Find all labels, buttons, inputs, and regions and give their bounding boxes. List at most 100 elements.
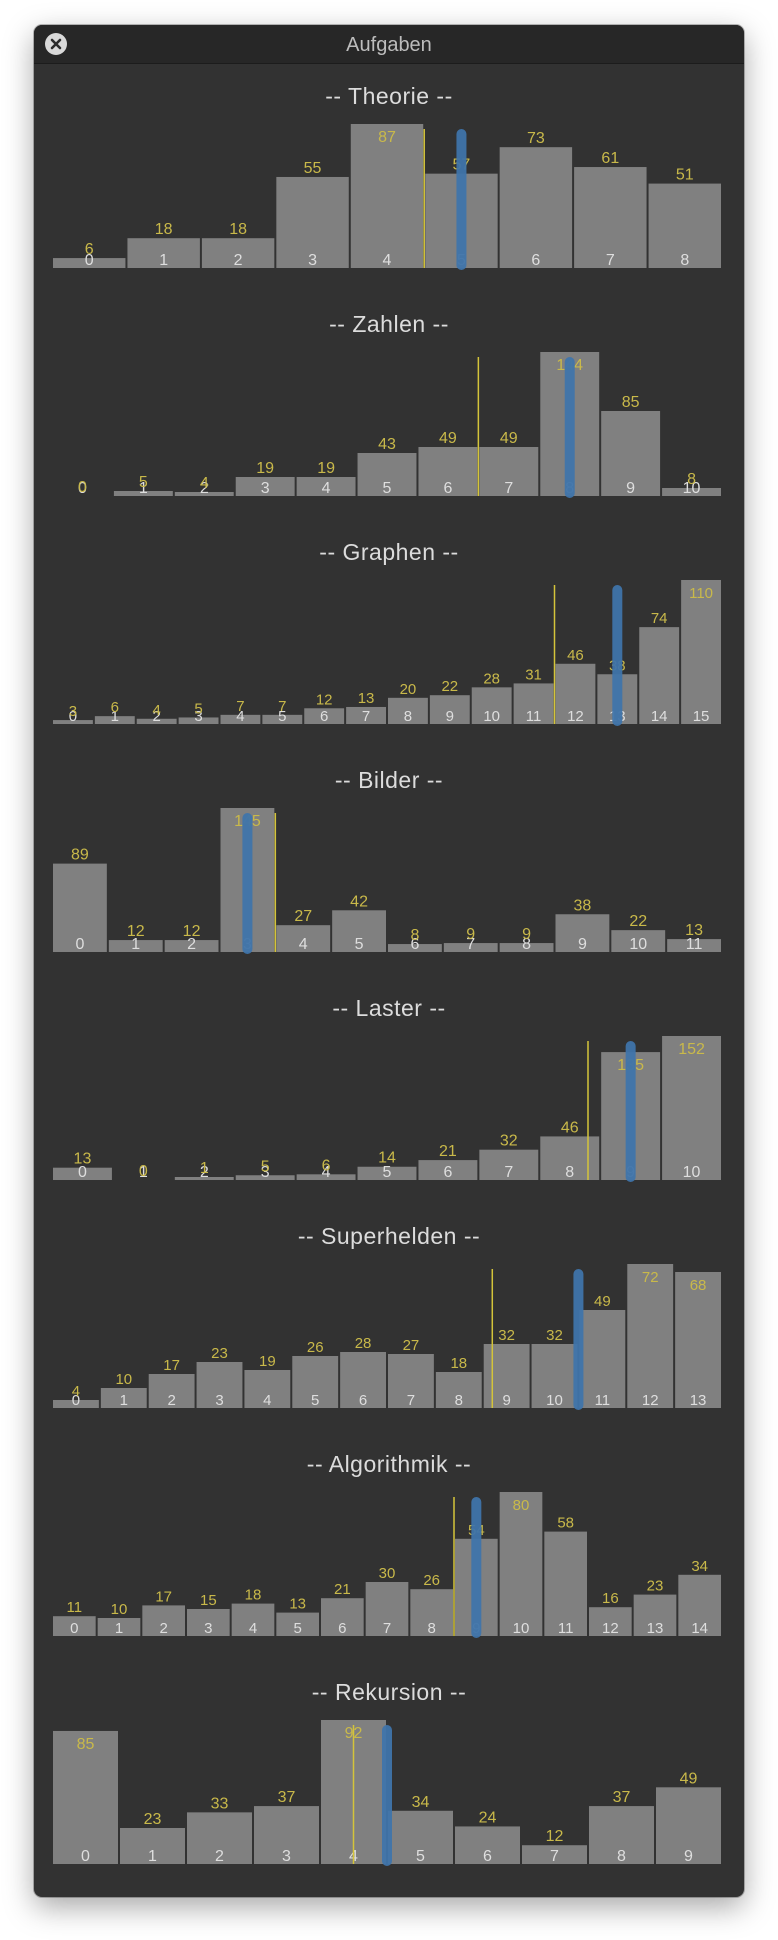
category-label: 1 bbox=[139, 1164, 148, 1181]
category-label: 0 bbox=[69, 708, 77, 725]
bar bbox=[136, 718, 177, 724]
close-icon[interactable] bbox=[45, 33, 67, 55]
category-label: 6 bbox=[483, 1848, 492, 1865]
value-label: 74 bbox=[651, 610, 668, 627]
category-label: 1 bbox=[148, 1848, 157, 1865]
category-label: 7 bbox=[362, 708, 370, 725]
value-label: 85 bbox=[622, 394, 640, 411]
bar bbox=[220, 714, 261, 724]
bar-chart-plot: 0316243547576127138209221028113112461338… bbox=[53, 580, 721, 726]
bar bbox=[435, 1372, 482, 1408]
category-label: 15 bbox=[693, 708, 710, 725]
category-label: 5 bbox=[311, 1392, 319, 1409]
bar bbox=[611, 930, 666, 952]
category-label: 14 bbox=[651, 708, 668, 725]
category-label: 10 bbox=[513, 1620, 530, 1637]
value-label: 24 bbox=[479, 1809, 497, 1826]
category-label: 6 bbox=[531, 252, 540, 269]
value-label: 34 bbox=[412, 1794, 430, 1811]
category-label: 10 bbox=[683, 1164, 701, 1181]
bar-chart-plot: 089112212314542754268798993810221113 bbox=[53, 808, 721, 954]
value-label: 18 bbox=[155, 221, 173, 238]
category-label: 9 bbox=[502, 1392, 510, 1409]
value-label: 32 bbox=[500, 1133, 518, 1150]
category-label: 4 bbox=[236, 708, 244, 725]
bar bbox=[388, 1354, 434, 1408]
category-label: 13 bbox=[690, 1392, 707, 1409]
value-label: 19 bbox=[259, 1353, 276, 1370]
bar bbox=[499, 1492, 543, 1636]
bar bbox=[244, 1370, 291, 1408]
bar bbox=[388, 944, 442, 952]
value-label: 33 bbox=[211, 1795, 229, 1812]
bar bbox=[196, 1362, 243, 1408]
value-label: 10 bbox=[115, 1371, 132, 1388]
category-label: 6 bbox=[410, 936, 419, 953]
bar bbox=[235, 1175, 295, 1180]
category-label: 0 bbox=[81, 1848, 90, 1865]
bar bbox=[53, 1167, 112, 1180]
bar-chart-plot: 085123233337492534624712837949 bbox=[53, 1720, 721, 1866]
bar bbox=[418, 1160, 478, 1180]
value-label: 9 bbox=[466, 926, 475, 943]
category-label: 1 bbox=[111, 708, 119, 725]
value-label: 31 bbox=[525, 666, 542, 683]
category-label: 0 bbox=[78, 1164, 87, 1181]
chart-title: -- Rekursion -- bbox=[311, 1679, 467, 1705]
chart-title: -- Algorithmik -- bbox=[306, 1451, 472, 1477]
value-label: 22 bbox=[441, 678, 458, 695]
title-bar[interactable]: Aufgaben bbox=[34, 25, 744, 64]
category-label: 1 bbox=[159, 252, 168, 269]
chart-1: -- Zahlen --0015243194195436497498144985… bbox=[34, 311, 744, 539]
bar bbox=[97, 1618, 141, 1636]
chart-3: -- Bilder --0891122123145427542687989938… bbox=[34, 767, 744, 995]
category-label: 11 bbox=[686, 936, 703, 953]
bar bbox=[296, 1174, 356, 1180]
bar bbox=[164, 940, 219, 952]
chart-7: -- Rekursion --0851232333374925346247128… bbox=[34, 1679, 744, 1897]
current-marker bbox=[625, 1041, 636, 1182]
bar bbox=[276, 925, 331, 952]
category-label: 1 bbox=[139, 480, 148, 497]
category-label: 8 bbox=[404, 708, 412, 725]
bar bbox=[388, 1810, 453, 1864]
bar bbox=[148, 1374, 195, 1408]
value-label: 14 bbox=[378, 1150, 396, 1167]
bar-chart-plot: 0411021732341952662872781893210321149127… bbox=[53, 1264, 721, 1410]
value-label: 49 bbox=[680, 1770, 698, 1787]
bar bbox=[276, 1612, 319, 1636]
bar bbox=[142, 1605, 185, 1636]
category-label: 10 bbox=[546, 1392, 563, 1409]
bar bbox=[589, 1607, 632, 1636]
value-label: 17 bbox=[163, 1357, 180, 1374]
category-label: 0 bbox=[75, 936, 84, 953]
current-marker bbox=[612, 585, 623, 726]
bar bbox=[292, 1356, 339, 1408]
bar bbox=[589, 1806, 654, 1864]
value-label: 37 bbox=[278, 1789, 296, 1806]
chart-title: -- Superhelden -- bbox=[297, 1223, 481, 1249]
bar bbox=[174, 1177, 234, 1180]
category-label: 8 bbox=[455, 1392, 463, 1409]
bar bbox=[262, 714, 303, 724]
bar bbox=[350, 124, 424, 268]
bar bbox=[678, 1574, 721, 1636]
bar-chart-plot: 06118218355487557673761851 bbox=[53, 124, 721, 270]
chart-6: -- Algorithmik -- 0 11 1 10 2 17 3 15 4 18 5 13 6 21 7 3… bbox=[34, 1451, 744, 1679]
value-label: 21 bbox=[439, 1143, 457, 1160]
value-label: 7 bbox=[236, 698, 244, 715]
value-label: 27 bbox=[403, 1337, 420, 1354]
chart-2: -- Graphen -- 0 3 1 6 2 4 3 5 4 7 5 7 6 12 7 13 8 20 9 22 10 2… bbox=[34, 539, 744, 767]
value-label: 89 bbox=[71, 847, 89, 864]
bar bbox=[201, 238, 275, 268]
category-label: 3 bbox=[308, 252, 317, 269]
value-label: 38 bbox=[574, 897, 592, 914]
category-label: 1 bbox=[115, 1620, 123, 1637]
bar bbox=[108, 940, 163, 952]
category-label: 5 bbox=[383, 1164, 392, 1181]
bar bbox=[304, 708, 345, 724]
bar bbox=[455, 1826, 520, 1864]
category-label: 2 bbox=[187, 936, 196, 953]
value-label: 46 bbox=[561, 1119, 579, 1136]
bar bbox=[53, 258, 126, 268]
